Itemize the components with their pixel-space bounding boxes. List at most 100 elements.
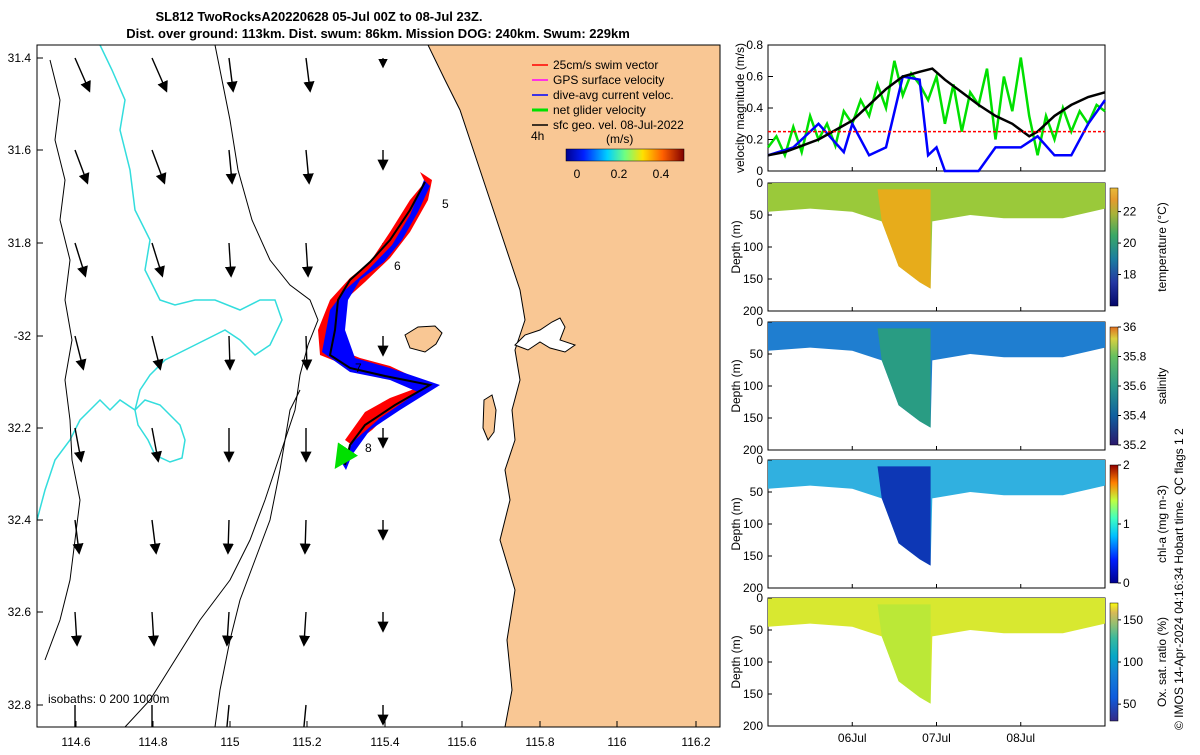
vector-arrow bbox=[226, 704, 230, 727]
colorbar-tick-label: 50 bbox=[1123, 697, 1137, 711]
colorbar-tick-label: 35.2 bbox=[1123, 438, 1147, 452]
isobath-coastal bbox=[124, 389, 301, 727]
time-tick-label: 07Jul bbox=[922, 731, 951, 745]
depth-ylabel: Depth (m) bbox=[729, 497, 743, 550]
colorbar-tick-label: 1 bbox=[1123, 517, 1130, 531]
isobath-0-loop bbox=[134, 399, 186, 463]
depth-tick-label: 0 bbox=[756, 176, 763, 190]
depth-tick-label: 50 bbox=[750, 208, 764, 222]
vector-arrow bbox=[74, 242, 88, 278]
surface-velocity-vectors bbox=[70, 57, 389, 727]
lat-tick-label: 32.8 bbox=[8, 698, 32, 712]
map-legend: 25cm/s swim vector GPS surface velocity … bbox=[531, 58, 685, 181]
colorbar-label: salinity bbox=[1155, 368, 1169, 405]
island-garden bbox=[482, 394, 497, 441]
depth-tick-label: 150 bbox=[743, 549, 763, 563]
profile-data-field bbox=[768, 322, 1105, 428]
colorbar-label: chl-a (mg m-3) bbox=[1155, 485, 1169, 563]
profile-panel: 0 50 100 150 200 Depth (m) 50 100 150 Ox. sat. ra… bbox=[729, 591, 1169, 733]
depth-tick-label: 100 bbox=[743, 517, 763, 531]
colorbar-tick-label: 2 bbox=[1123, 458, 1130, 472]
legend-sfc-geo: sfc geo. vel. 08-Jul-2022 bbox=[553, 118, 684, 132]
profile-colorbar bbox=[1109, 602, 1119, 722]
velocity-series-line bbox=[767, 75, 1107, 173]
map-panel: 5 6 7 8 114.6 114.8 115 115.2 115.4 115.6 115.… bbox=[8, 44, 721, 749]
island-rottnest bbox=[404, 325, 443, 353]
net-glider-velocity-arrow bbox=[334, 442, 358, 469]
depth-ylabel: Depth (m) bbox=[729, 220, 743, 273]
lat-tick-label: 31.6 bbox=[8, 143, 32, 157]
depth-tick-label: 150 bbox=[743, 687, 763, 701]
depth-tick-label: 150 bbox=[743, 272, 763, 286]
lon-tick-label: 115.2 bbox=[292, 735, 321, 749]
track-label: 6 bbox=[394, 259, 401, 273]
profile-plume bbox=[877, 328, 931, 428]
lon-tick-label: 115.8 bbox=[525, 735, 554, 749]
legend-net-glider: net glider velocity bbox=[553, 103, 646, 117]
land-mass bbox=[427, 45, 720, 727]
legend-gps-velocity: GPS surface velocity bbox=[553, 73, 664, 87]
depth-ylabel: Depth (m) bbox=[729, 635, 743, 688]
vector-arrow bbox=[302, 149, 314, 185]
vector-arrow bbox=[70, 611, 83, 647]
lat-tick-label: 32.2 bbox=[8, 421, 32, 435]
lon-tick-label: 116 bbox=[607, 735, 626, 749]
depth-tick-label: 100 bbox=[743, 240, 763, 254]
vector-arrow bbox=[299, 519, 311, 555]
vector-arrow bbox=[151, 57, 168, 93]
lat-tick-label: -32 bbox=[14, 329, 32, 343]
time-tick-label: 08Jul bbox=[1006, 731, 1035, 745]
depth-tick-label: 50 bbox=[750, 485, 764, 499]
vector-arrow bbox=[301, 242, 314, 278]
profile-data-field bbox=[768, 183, 1105, 289]
colorbar-tick-label: 35.4 bbox=[1123, 409, 1147, 423]
velocity-panel: 0 0.2 0.4 0.6 0.8 velocity magnitude (m/s) bbox=[733, 38, 1107, 178]
vector-arrow bbox=[224, 242, 237, 278]
profile-colorbar bbox=[1109, 326, 1119, 446]
legend-dive-avg: dive-avg current veloc. bbox=[553, 88, 674, 102]
velocity-ylabel: velocity magnitude (m/s) bbox=[733, 43, 747, 173]
colorbar-title: (m/s) bbox=[606, 132, 633, 146]
island-peninsula bbox=[514, 317, 577, 353]
velocity-ytick-label: 0.6 bbox=[746, 70, 763, 84]
vector-arrow bbox=[151, 149, 167, 185]
colorbar-tick-label: 150 bbox=[1123, 613, 1143, 627]
vector-arrow bbox=[150, 427, 162, 463]
profile-panel: 0 50 100 150 200 Depth (m) 18 20 22 temperature (… bbox=[729, 176, 1169, 318]
lat-tick-label: 32.6 bbox=[8, 605, 32, 619]
map-axes: 114.6 114.8 115 115.2 115.4 115.6 115.8 116 116.… bbox=[8, 51, 711, 749]
profile-panel: 0 50 100 150 200 Depth (m) 0 1 2 chl-a (mg m-3) bbox=[729, 453, 1169, 595]
profile-plume bbox=[877, 189, 931, 289]
vector-arrow bbox=[72, 519, 84, 555]
depth-tick-label: 50 bbox=[750, 347, 764, 361]
colorbar-tick: 0.4 bbox=[653, 167, 670, 181]
vector-arrow bbox=[225, 149, 237, 185]
depth-tick-label: 50 bbox=[750, 623, 764, 637]
vector-arrow bbox=[151, 242, 165, 278]
vector-arrow bbox=[298, 611, 311, 647]
depth-tick-label: 0 bbox=[756, 591, 763, 605]
vector-arrow bbox=[226, 57, 238, 93]
depth-tick-label: 100 bbox=[743, 655, 763, 669]
depth-tick-label: 200 bbox=[743, 443, 763, 457]
profile-panel: 0 50 100 150 200 Depth (m) 35.2 35.4 35.6 35.8 36 s… bbox=[729, 315, 1169, 457]
track-label: 8 bbox=[365, 441, 372, 455]
colorbar-label: temperature (°C) bbox=[1155, 202, 1169, 292]
colorbar-label: Ox. sat. ratio (%) bbox=[1155, 617, 1169, 707]
lon-tick-label: 116.2 bbox=[681, 735, 710, 749]
velocity-series-line bbox=[767, 67, 1106, 157]
chart-title-line-2: Dist. over ground: 113km. Dist. swum: 86… bbox=[126, 26, 630, 41]
colorbar-tick-label: 35.6 bbox=[1123, 379, 1147, 393]
colorbar-tick: 0 bbox=[574, 167, 581, 181]
glider-track: 5 6 7 8 bbox=[318, 172, 449, 470]
profile-colorbar bbox=[1109, 464, 1119, 584]
vector-arrow bbox=[303, 704, 307, 727]
lon-tick-label: 115.6 bbox=[447, 735, 476, 749]
track-line bbox=[328, 181, 433, 466]
time-tick-label: 06Jul bbox=[838, 731, 867, 745]
velocity-ytick-label: 0.2 bbox=[746, 133, 763, 147]
lon-tick-label: 115 bbox=[220, 735, 239, 749]
depth-tick-label: 200 bbox=[743, 719, 763, 733]
colorbar-tick-label: 100 bbox=[1123, 655, 1143, 669]
